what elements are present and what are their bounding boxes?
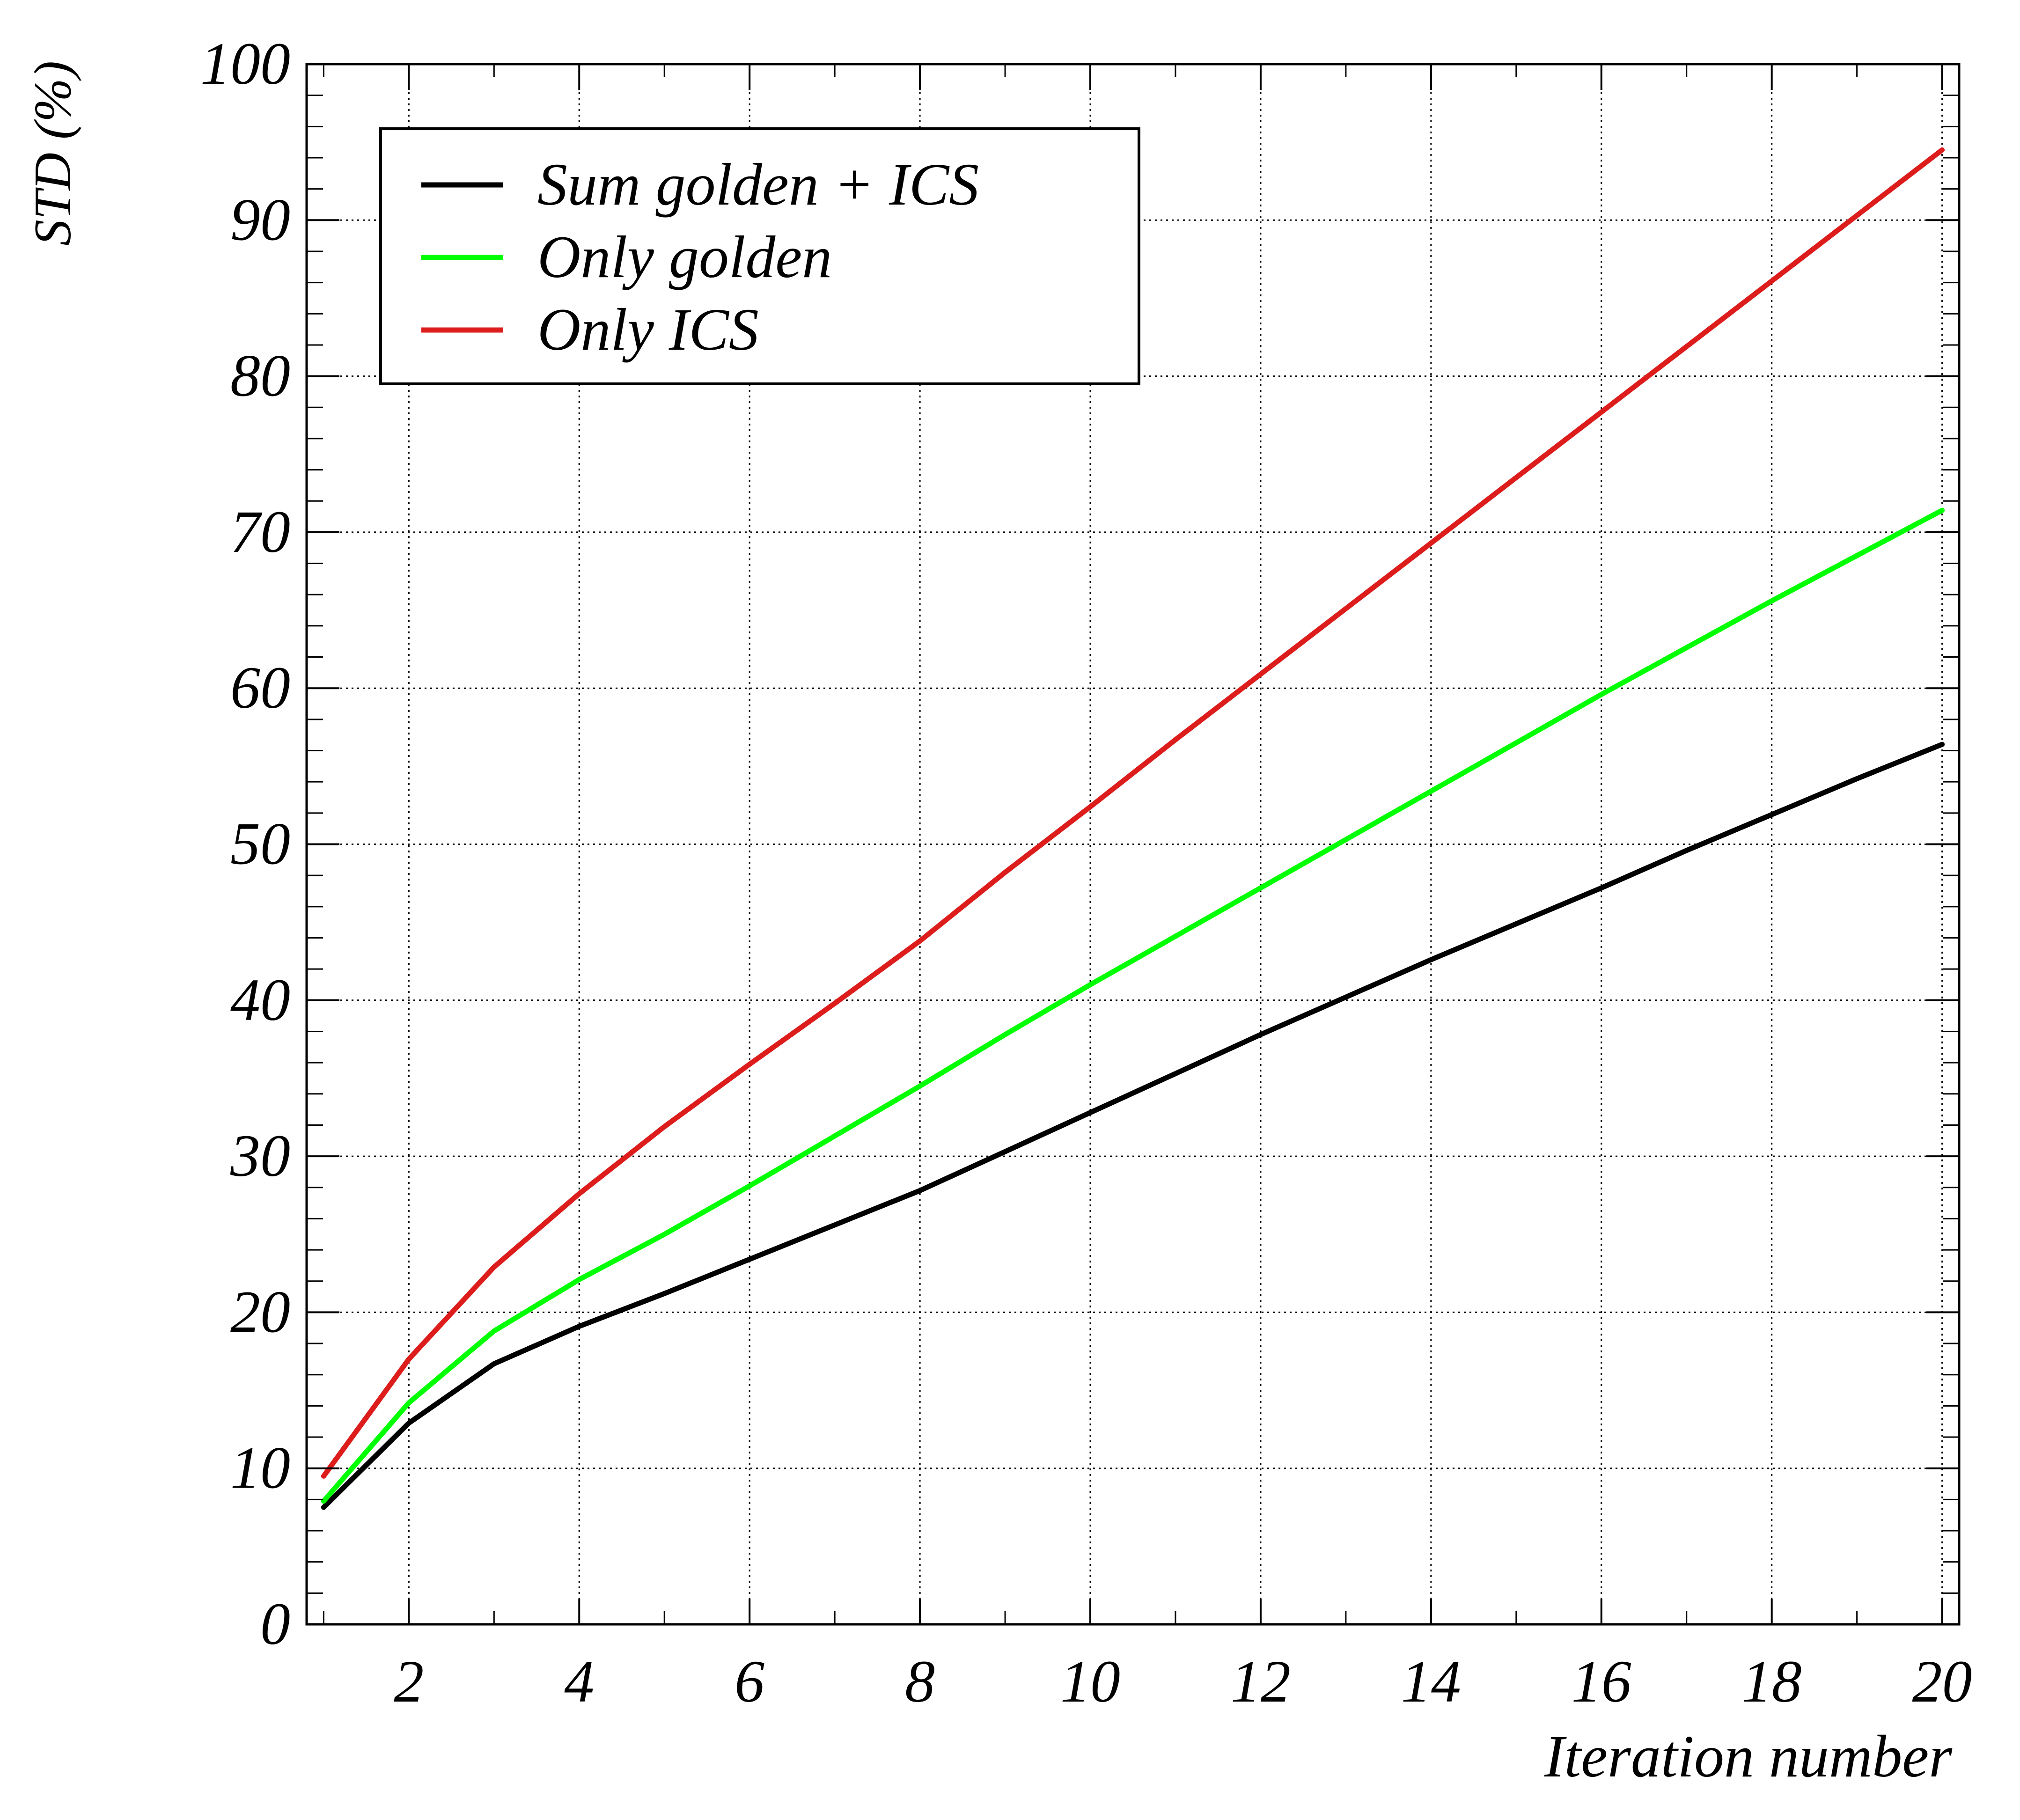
y-tick-label: 20 [230,1278,290,1345]
legend-label-1: Only golden [537,224,832,290]
y-tick-label: 100 [200,30,290,97]
series-line-1 [321,507,1945,1504]
y-tick-label: 90 [230,186,290,253]
x-tick-label: 6 [735,1648,764,1715]
x-tick-label: 20 [1912,1648,1972,1715]
x-tick-label: 16 [1572,1648,1631,1715]
axis-ticks: 2 4 6 8 10 12 14 16 18 20 0 10 20 30 40 50 60 70 80 90 100 [200,30,1972,1715]
x-tick-label: 8 [905,1648,935,1715]
x-axis-title: Iteration number [1544,1723,1953,1790]
data-series [321,147,1945,1510]
y-tick-label: 80 [230,343,290,409]
x-tick-label: 14 [1401,1648,1461,1715]
y-tick-label: 0 [260,1591,290,1657]
legend-label-0: Sum golden + ICS [537,151,979,218]
y-tick-label: 40 [230,967,290,1033]
series-line-2 [321,147,1945,1479]
y-tick-label: 70 [230,499,290,565]
y-tick-label: 50 [230,811,290,877]
x-tick-label: 18 [1742,1648,1802,1715]
y-axis-title: STD (%) [24,61,82,246]
y-tick-label: 10 [230,1435,290,1501]
series-line-0 [321,741,1945,1510]
y-tick-label: 30 [230,1123,290,1189]
x-tick-label: 2 [394,1648,424,1715]
legend-label-2: Only ICS [537,296,759,363]
y-tick-label: 60 [230,654,290,721]
x-tick-label: 4 [564,1648,594,1715]
x-tick-label: 12 [1231,1648,1291,1715]
legend-box [379,127,1140,385]
x-tick-label: 10 [1060,1648,1120,1715]
